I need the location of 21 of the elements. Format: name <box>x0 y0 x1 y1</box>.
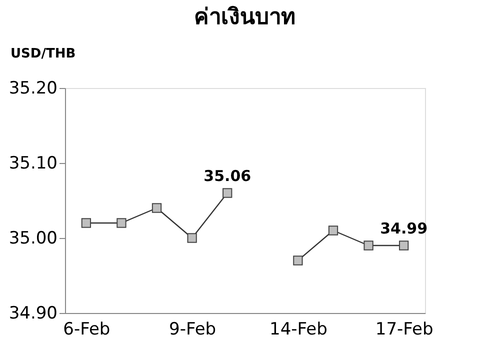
y-tick-label: 34.90 <box>8 304 58 324</box>
point <box>81 218 92 228</box>
x-tick-label: 14-Feb <box>270 320 328 340</box>
point <box>116 218 126 228</box>
point <box>398 240 409 250</box>
point <box>152 203 162 213</box>
y-axis-title: USD/THB <box>10 46 76 62</box>
point <box>222 188 232 198</box>
y-tick-label: 35.10 <box>8 154 58 174</box>
data-label: 35.06 <box>204 167 252 185</box>
point <box>187 233 197 243</box>
point <box>293 256 303 266</box>
y-tick-label: 35.20 <box>8 78 58 98</box>
data-label: 34.99 <box>380 220 428 238</box>
x-tick-label: 6-Feb <box>63 320 110 340</box>
x-tick-label: 17-Feb <box>375 320 434 340</box>
chart-title: ค่าเงินบาท <box>194 5 296 30</box>
point <box>364 240 374 250</box>
x-tick-label: 9-Feb <box>169 320 216 340</box>
y-tick-label: 35.00 <box>8 228 58 248</box>
point <box>328 226 338 236</box>
